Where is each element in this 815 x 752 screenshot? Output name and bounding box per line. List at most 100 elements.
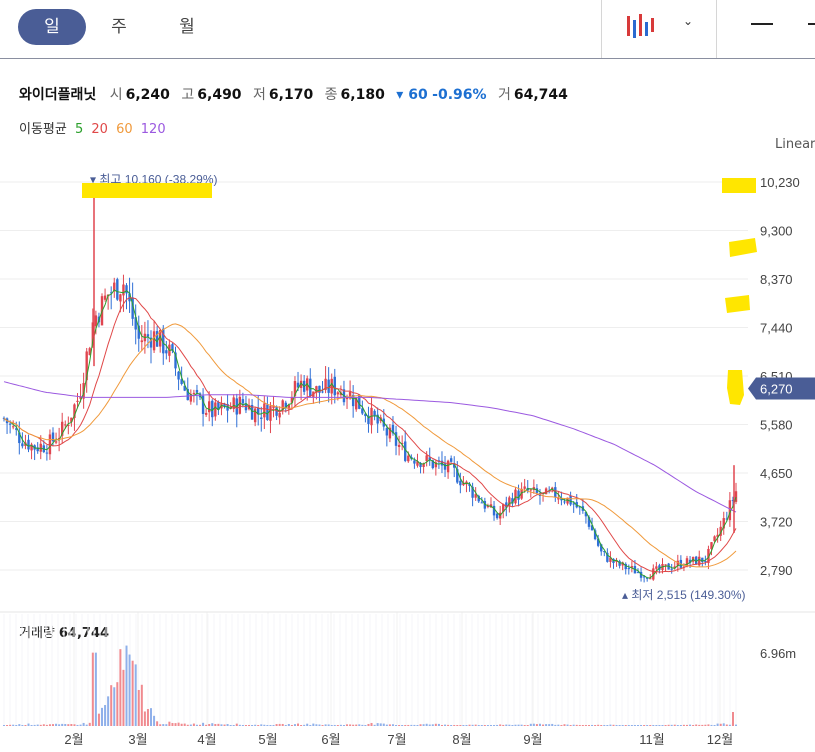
candle-body [627,568,631,570]
candle-body [79,396,82,399]
chevron-down-icon[interactable]: ⌄ [683,14,694,28]
candle-body [155,331,159,347]
candle-body [57,438,61,440]
high-label: 고 [181,87,195,103]
volume-bar [612,724,615,726]
candle-body [321,391,324,393]
candle-body [201,395,205,414]
volume-bar [254,724,257,726]
candle-body [716,534,719,538]
volume-bar [150,708,153,726]
candle-body [269,405,272,421]
tab-daily[interactable]: 일 [18,9,86,45]
volume-bar [134,664,137,726]
volume-bar [382,723,385,726]
highlight-mark [729,238,757,257]
candle-body [36,447,39,452]
scale-mode[interactable]: Linear [775,137,815,152]
candle-body [520,488,523,499]
y-tick-label: 4,650 [760,466,793,481]
candle-body [73,404,76,419]
candle-body [495,513,499,519]
volume-bar [82,722,85,726]
candle-body [431,460,434,469]
candle-body [131,297,134,319]
volume-bar [339,724,342,726]
candle-body [177,371,180,380]
volume-bar [312,723,315,726]
candle-body [397,444,401,448]
candle-body [180,379,183,384]
candle-body [563,501,566,503]
tab-monthly[interactable]: 월 [179,17,195,37]
candle-body [419,462,422,468]
candle-body [584,512,588,517]
candle-body [655,566,658,569]
volume-bar [309,725,312,726]
volume-bar [480,725,483,726]
volume-bar [597,724,600,726]
candle-body [636,572,640,574]
volume-bar [603,725,606,726]
candle-body [649,578,652,580]
moving-average-legend[interactable]: 이동평균 5 20 60 120 [19,118,170,137]
volume-bar [290,725,293,726]
volume-bar [569,725,572,726]
volume-bar [728,724,731,726]
candle-body [624,563,627,570]
volume-bar [125,645,128,726]
volume-bar [431,724,434,726]
volume-bar [542,724,545,726]
candlestick-chart-icon[interactable] [626,12,656,40]
volume-bar [156,721,159,726]
candle-body [232,397,235,410]
volume-bar [440,725,443,726]
candle-body [11,426,15,428]
volume-bar [15,725,18,726]
volume-bar [526,725,529,726]
current-price-tag [748,377,815,400]
volume-bar [388,724,391,726]
candle-body [122,284,125,296]
candle-body [685,558,689,567]
moving-average-line [3,381,737,513]
candle-body [333,376,336,396]
volume-bar [70,724,73,726]
candle-body [287,404,291,410]
minus-icon[interactable] [751,23,773,25]
candle-body [324,378,327,391]
volume-bar [548,724,551,726]
x-tick-label: 9월 [523,732,542,747]
candle-body [557,498,560,500]
volume-bar [483,725,486,726]
minus-icon[interactable] [808,23,815,25]
volume-bar [248,724,251,726]
volume-bar [618,725,621,726]
candle-body [416,461,419,466]
volume-bar [333,724,336,726]
candle-body [642,576,646,578]
volume-bar [214,724,217,726]
candle-body [615,560,618,562]
volume-bar [468,724,471,726]
min-price-annotation: ▴ 최저 2,515 (149.30%) [622,588,746,602]
volume-bar [211,723,214,726]
candle-body [698,556,701,566]
volume-bar [42,724,45,726]
candle-body [428,457,431,461]
volume-bar [379,723,382,726]
volume-bar [260,724,263,726]
volume-bar [263,724,266,726]
volume-bar [670,724,673,726]
volume-bar [560,725,563,726]
low-value: 6,170 [268,87,314,103]
candle-body [443,463,447,470]
candle-body [15,428,18,430]
candle-body [523,486,526,489]
price-summary: 와이더플래닛 시 6,240 고 6,490 저 6,170 종 6,180 ▾ 60 … [19,84,575,104]
volume-bar [327,724,330,726]
candle-body [336,392,340,395]
tab-weekly[interactable]: 주 [111,17,127,37]
volume-bar [361,724,364,726]
